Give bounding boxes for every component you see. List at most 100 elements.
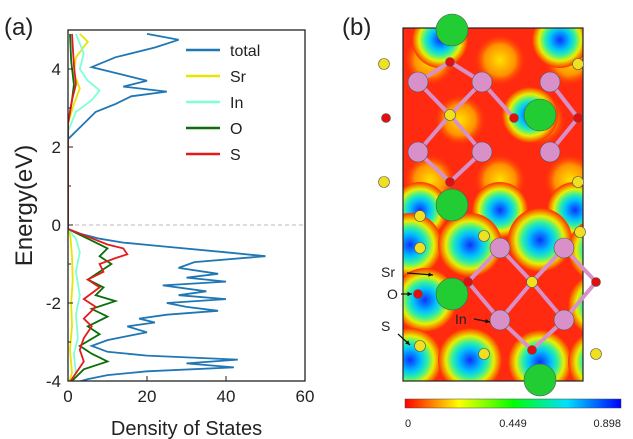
- elf-soft-region: [434, 94, 486, 146]
- elf-basin: [508, 208, 572, 272]
- atom-s: [478, 230, 490, 242]
- annotation-in: In: [455, 311, 467, 327]
- bond: [416, 60, 452, 84]
- bond: [498, 246, 534, 284]
- annotation-arrow: [406, 272, 434, 276]
- atom-in: [553, 309, 575, 331]
- bond: [530, 318, 566, 352]
- atom-s: [378, 176, 390, 188]
- elf-soft-region: [404, 34, 456, 86]
- bond: [466, 280, 502, 322]
- bond: [530, 246, 566, 284]
- atom-s: [572, 58, 584, 70]
- bond: [530, 280, 566, 322]
- bond: [548, 116, 580, 154]
- legend-label-in: In: [230, 95, 243, 112]
- atom-s: [572, 176, 584, 188]
- elf-basin: [438, 213, 502, 277]
- atom-s: [378, 58, 390, 70]
- annotation-arrowhead: [407, 291, 412, 297]
- bond: [562, 246, 598, 284]
- atom-s: [414, 210, 426, 222]
- elf-soft-region: [474, 34, 526, 86]
- elf-basin: [472, 182, 528, 238]
- elf-basin: [532, 28, 583, 68]
- bond: [480, 80, 516, 120]
- atom-in: [407, 141, 429, 163]
- elf-basin: [403, 268, 457, 332]
- atom-in: [407, 71, 429, 93]
- y-tick-label: -2: [46, 294, 61, 313]
- atom-s: [478, 348, 490, 360]
- bond: [548, 80, 580, 120]
- elf-soft-region: [474, 154, 526, 206]
- elf-soft-region: [544, 154, 583, 206]
- atom-o: [591, 277, 601, 287]
- elf-soft-region: [514, 94, 566, 146]
- annotation-arrowhead: [428, 272, 433, 277]
- annotation-sr: Sr: [381, 264, 395, 280]
- elf-basin: [403, 328, 442, 381]
- elf-basin: [568, 277, 583, 333]
- x-axis-label: Density of States: [111, 418, 262, 439]
- y-tick-label: -4: [46, 372, 61, 391]
- atom-o: [445, 57, 455, 67]
- x-tick-label: 40: [217, 387, 236, 406]
- atom-o: [509, 113, 519, 123]
- y-axis-label: Energy(eV): [11, 145, 38, 266]
- elf-soft-region: [544, 34, 583, 86]
- y-tick-label: 2: [52, 138, 61, 157]
- bond: [466, 246, 502, 284]
- bond: [498, 280, 534, 322]
- annotation-arrow: [397, 333, 411, 346]
- atom-in: [539, 71, 561, 93]
- legend-label-o: O: [230, 121, 242, 138]
- elf-frame: [402, 27, 584, 382]
- elf-basin: [412, 28, 468, 68]
- atom-s: [574, 226, 586, 238]
- dos-chart: 0 20 40 60 -4 -2 0 2 4 Density of States Energy(eV…: [11, 29, 314, 439]
- atom-o: [381, 113, 391, 123]
- x-tick-label: 20: [138, 387, 157, 406]
- annotation-s: S: [381, 318, 390, 334]
- bond: [448, 80, 484, 117]
- bond: [416, 150, 452, 184]
- bond: [448, 60, 484, 84]
- annotation-arrowhead: [485, 319, 490, 324]
- bond: [416, 113, 452, 154]
- bond: [448, 150, 484, 184]
- annotation-o: O: [387, 286, 398, 302]
- colorbar-tick-label: 0.449: [499, 418, 527, 430]
- y-tick-label: 0: [52, 216, 61, 235]
- legend-label-sr: Sr: [230, 69, 247, 86]
- atom-in: [539, 141, 561, 163]
- atom-o: [413, 289, 423, 299]
- atom-o: [573, 113, 583, 123]
- colorbar-tick-label: 0: [405, 418, 411, 430]
- annotation-arrow: [473, 318, 491, 323]
- legend-label-s: S: [230, 147, 241, 164]
- atom-s: [526, 276, 538, 288]
- series-line-sr: [68, 33, 89, 381]
- atom-in: [553, 237, 575, 259]
- y-tick-label: 4: [52, 60, 61, 79]
- series-line-total: [68, 33, 266, 381]
- elf-soft-region: [404, 154, 456, 206]
- legend-label-total: total: [230, 43, 260, 60]
- atom-sr: [523, 363, 557, 397]
- atom-sr: [435, 188, 469, 222]
- atom-s: [444, 109, 456, 121]
- atom-in: [489, 309, 511, 331]
- colorbar-tick-label: 0.898: [593, 418, 621, 430]
- atom-s: [414, 242, 426, 254]
- plot-frame: [67, 29, 306, 382]
- bond: [448, 113, 484, 154]
- atom-in: [471, 141, 493, 163]
- colorbar: [404, 398, 622, 409]
- atom-sr: [523, 98, 557, 132]
- atom-o: [527, 345, 537, 355]
- elf-basin: [568, 334, 583, 381]
- elf-field: [403, 28, 583, 381]
- series-line-s: [68, 33, 129, 381]
